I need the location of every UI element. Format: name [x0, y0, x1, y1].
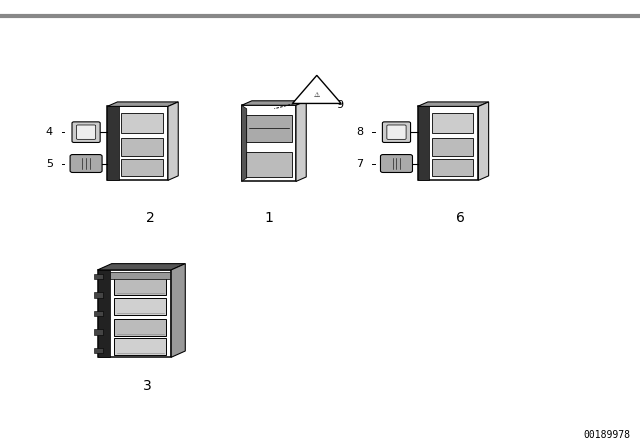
- Polygon shape: [242, 105, 296, 181]
- Bar: [95, 293, 104, 298]
- Bar: [95, 274, 104, 280]
- Polygon shape: [242, 105, 247, 181]
- Bar: [432, 159, 474, 176]
- Bar: [110, 272, 170, 279]
- Polygon shape: [417, 106, 479, 180]
- Text: ⚠: ⚠: [314, 92, 320, 98]
- Polygon shape: [246, 152, 292, 177]
- Text: 00189978: 00189978: [584, 430, 630, 440]
- Text: 3: 3: [143, 379, 152, 392]
- Text: 6: 6: [456, 211, 465, 224]
- Polygon shape: [417, 106, 429, 180]
- Text: 7: 7: [356, 159, 363, 168]
- Polygon shape: [107, 102, 178, 106]
- Bar: [114, 298, 166, 314]
- FancyBboxPatch shape: [72, 122, 100, 142]
- Bar: [122, 159, 163, 176]
- Bar: [114, 277, 166, 295]
- Polygon shape: [479, 102, 489, 180]
- Bar: [114, 319, 166, 336]
- FancyBboxPatch shape: [380, 155, 412, 172]
- Text: 4: 4: [45, 127, 52, 137]
- FancyBboxPatch shape: [70, 155, 102, 172]
- Polygon shape: [97, 263, 186, 270]
- Text: 9: 9: [336, 100, 343, 110]
- Polygon shape: [172, 263, 186, 358]
- Bar: [432, 138, 474, 155]
- Polygon shape: [168, 102, 178, 180]
- Bar: [122, 138, 163, 155]
- Polygon shape: [246, 115, 292, 142]
- Polygon shape: [107, 106, 119, 180]
- Polygon shape: [97, 270, 110, 358]
- Text: 8: 8: [356, 127, 363, 137]
- Bar: [95, 329, 104, 335]
- Text: 1: 1: [264, 211, 273, 224]
- Polygon shape: [97, 270, 172, 358]
- Text: 5: 5: [46, 159, 52, 168]
- Text: 2: 2: [146, 211, 155, 224]
- FancyBboxPatch shape: [77, 125, 95, 139]
- FancyBboxPatch shape: [383, 122, 411, 142]
- Bar: [122, 113, 163, 134]
- Polygon shape: [292, 75, 341, 103]
- FancyBboxPatch shape: [387, 125, 406, 139]
- Bar: [95, 311, 104, 316]
- Polygon shape: [296, 101, 307, 181]
- Polygon shape: [242, 101, 307, 105]
- Bar: [114, 338, 166, 355]
- Bar: [432, 113, 474, 134]
- Bar: [95, 348, 104, 353]
- Polygon shape: [107, 106, 168, 180]
- Polygon shape: [417, 102, 489, 106]
